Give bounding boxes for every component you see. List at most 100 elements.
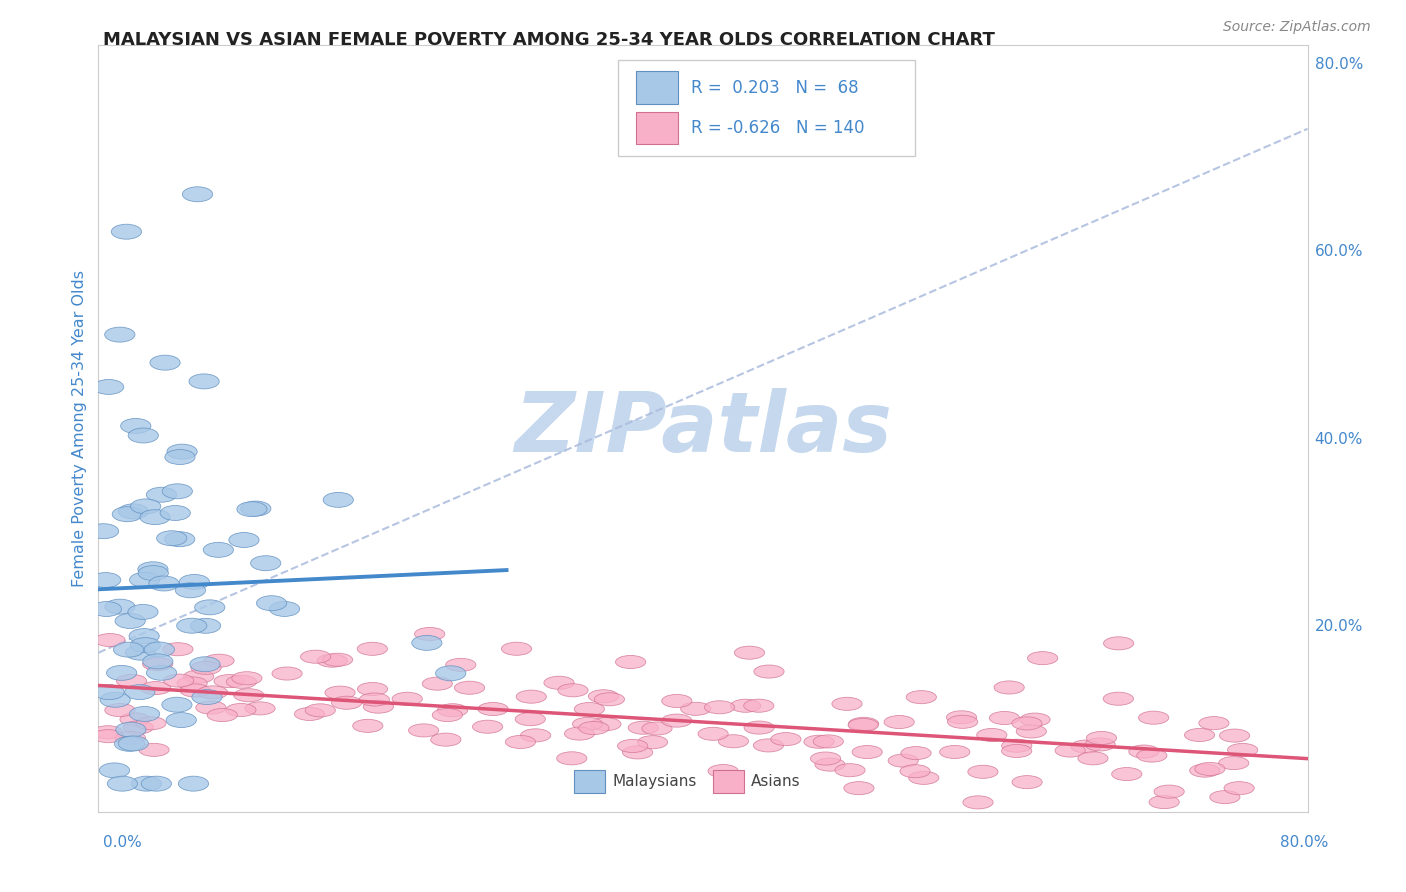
Ellipse shape [977, 729, 1007, 741]
Ellipse shape [744, 699, 773, 713]
Ellipse shape [1019, 713, 1050, 726]
Text: Asians: Asians [751, 773, 801, 789]
Ellipse shape [179, 776, 208, 791]
Ellipse shape [294, 707, 325, 721]
Ellipse shape [734, 646, 765, 659]
Ellipse shape [146, 665, 177, 681]
Ellipse shape [754, 739, 783, 752]
Ellipse shape [844, 781, 875, 795]
Ellipse shape [1209, 790, 1240, 804]
Text: 0.0%: 0.0% [103, 836, 142, 850]
Ellipse shape [207, 708, 238, 722]
Ellipse shape [183, 186, 212, 202]
Ellipse shape [472, 720, 503, 733]
Ellipse shape [131, 638, 160, 653]
Ellipse shape [1012, 717, 1042, 730]
Ellipse shape [1001, 739, 1032, 752]
Text: R = -0.626   N = 140: R = -0.626 N = 140 [690, 120, 865, 137]
Ellipse shape [115, 731, 145, 745]
Ellipse shape [454, 681, 485, 694]
Ellipse shape [588, 690, 619, 703]
Ellipse shape [236, 501, 267, 516]
Ellipse shape [848, 717, 879, 731]
Ellipse shape [184, 670, 214, 683]
Ellipse shape [415, 627, 444, 640]
Ellipse shape [848, 718, 879, 731]
Ellipse shape [813, 735, 844, 748]
Ellipse shape [1199, 716, 1229, 730]
Ellipse shape [146, 487, 177, 502]
Ellipse shape [226, 704, 256, 716]
Text: R =  0.203   N =  68: R = 0.203 N = 68 [690, 78, 859, 96]
Ellipse shape [884, 715, 914, 729]
Ellipse shape [520, 729, 551, 742]
Ellipse shape [129, 573, 160, 587]
Ellipse shape [163, 642, 193, 656]
Ellipse shape [190, 657, 221, 672]
Ellipse shape [1139, 711, 1168, 724]
Ellipse shape [967, 765, 998, 779]
Ellipse shape [226, 675, 257, 689]
Ellipse shape [160, 506, 190, 520]
Ellipse shape [628, 721, 658, 734]
Ellipse shape [232, 672, 262, 685]
Ellipse shape [835, 764, 865, 777]
Ellipse shape [229, 533, 259, 548]
Ellipse shape [138, 562, 169, 577]
Ellipse shape [191, 690, 222, 705]
Ellipse shape [142, 657, 173, 671]
Ellipse shape [250, 556, 281, 571]
Ellipse shape [125, 645, 156, 660]
Ellipse shape [131, 776, 162, 791]
Text: Source: ZipAtlas.com: Source: ZipAtlas.com [1223, 20, 1371, 34]
Ellipse shape [94, 633, 125, 647]
Ellipse shape [318, 654, 347, 667]
Ellipse shape [1189, 764, 1220, 777]
Ellipse shape [190, 618, 221, 633]
Ellipse shape [91, 601, 121, 616]
Text: MALAYSIAN VS ASIAN FEMALE POVERTY AMONG 25-34 YEAR OLDS CORRELATION CHART: MALAYSIAN VS ASIAN FEMALE POVERTY AMONG … [103, 31, 994, 49]
Ellipse shape [744, 721, 775, 734]
Ellipse shape [325, 686, 356, 699]
Ellipse shape [180, 574, 209, 590]
Ellipse shape [591, 717, 621, 731]
Ellipse shape [145, 642, 174, 657]
Ellipse shape [557, 752, 586, 764]
Ellipse shape [93, 730, 124, 743]
Ellipse shape [121, 418, 150, 434]
Ellipse shape [1078, 752, 1108, 764]
Ellipse shape [595, 693, 624, 706]
Ellipse shape [1054, 744, 1085, 757]
Ellipse shape [939, 746, 970, 758]
Ellipse shape [505, 735, 536, 748]
Ellipse shape [118, 736, 149, 751]
Ellipse shape [709, 764, 738, 778]
Ellipse shape [409, 724, 439, 737]
Ellipse shape [204, 654, 235, 667]
Ellipse shape [176, 582, 205, 598]
Ellipse shape [167, 444, 197, 459]
FancyBboxPatch shape [637, 112, 678, 145]
Ellipse shape [662, 694, 692, 707]
Ellipse shape [432, 708, 463, 722]
Ellipse shape [114, 642, 143, 657]
Ellipse shape [114, 737, 145, 751]
Ellipse shape [156, 531, 187, 546]
Ellipse shape [117, 674, 146, 688]
Ellipse shape [1087, 731, 1116, 745]
Ellipse shape [994, 681, 1025, 694]
Ellipse shape [149, 576, 179, 591]
Ellipse shape [163, 674, 194, 687]
Ellipse shape [697, 727, 728, 740]
Ellipse shape [948, 715, 977, 729]
FancyBboxPatch shape [713, 770, 744, 793]
Ellipse shape [118, 504, 149, 519]
Ellipse shape [162, 698, 193, 712]
Ellipse shape [138, 566, 169, 581]
Ellipse shape [195, 701, 226, 714]
Ellipse shape [142, 654, 173, 669]
Ellipse shape [197, 686, 228, 699]
Ellipse shape [1028, 651, 1057, 665]
Ellipse shape [681, 702, 711, 715]
Ellipse shape [963, 796, 993, 809]
